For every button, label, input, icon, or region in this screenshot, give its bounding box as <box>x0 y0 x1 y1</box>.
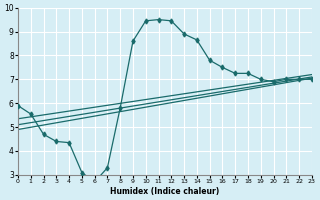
X-axis label: Humidex (Indice chaleur): Humidex (Indice chaleur) <box>110 187 220 196</box>
